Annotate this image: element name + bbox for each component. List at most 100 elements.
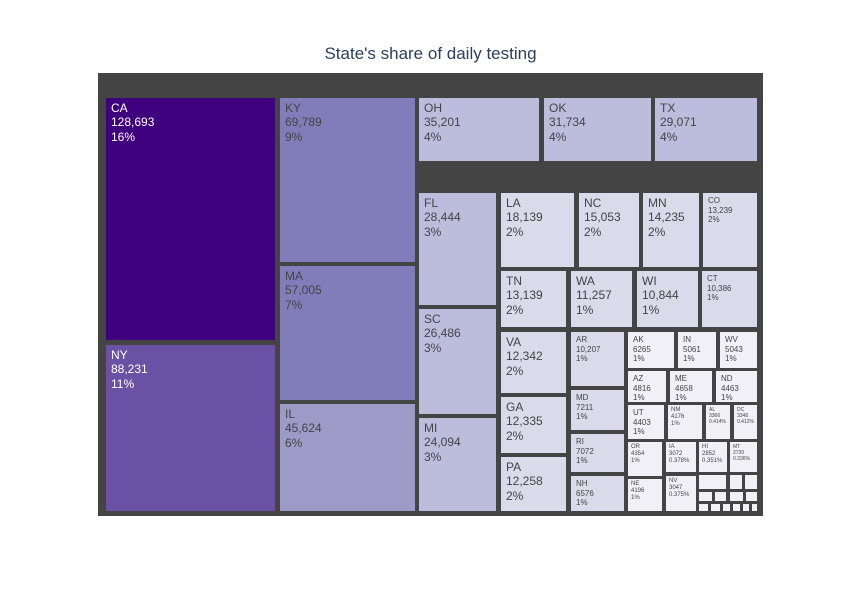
tile-state: IN (683, 335, 691, 344)
treemap: CA 128,693 16% NY 88,231 11% KY 69,789 9% MA 57,00… (98, 73, 763, 516)
treemap-tile-small[interactable] (711, 504, 720, 511)
treemap-tile-ak[interactable]: AK 6265 1% (628, 332, 674, 368)
tile-percent: 0.414% (709, 419, 726, 425)
treemap-tile-nh[interactable]: NH 6576 1% (571, 476, 624, 511)
treemap-tile-small[interactable] (715, 492, 726, 501)
tile-state: NH (576, 479, 588, 488)
tile-value: 4354 (631, 451, 645, 458)
tile-value: 11,257 (576, 288, 612, 303)
treemap-tile-az[interactable]: AZ 4816 1% (628, 371, 666, 402)
treemap-tile-ct[interactable]: CT 10,386 1% (702, 271, 757, 327)
treemap-tile-pa[interactable]: PA 12,258 2% (501, 457, 566, 511)
treemap-tile-small[interactable] (745, 475, 757, 489)
tile-value: 31,734 (549, 115, 586, 130)
tile-value: 24,094 (424, 435, 461, 450)
tile-label: ME 4658 1% (675, 374, 693, 402)
treemap-tile-wi[interactable]: WI 10,844 1% (637, 271, 698, 327)
treemap-tile-il[interactable]: IL 45,624 6% (280, 404, 415, 511)
treemap-tile-tn[interactable]: TN 13,139 2% (501, 271, 566, 327)
tile-label: TX 29,071 4% (660, 101, 697, 144)
treemap-tile-ca[interactable]: CA 128,693 16% (106, 98, 275, 340)
tile-value: 128,693 (111, 115, 155, 130)
treemap-tile-mn[interactable]: MN 14,235 2% (643, 193, 699, 267)
treemap-tile-small[interactable] (752, 504, 757, 511)
tile-percent: 1% (633, 354, 645, 364)
treemap-tile-small[interactable] (699, 504, 708, 511)
tile-percent: 2% (708, 215, 720, 225)
tile-value: 14,235 (648, 210, 685, 225)
tile-label: KY 69,789 9% (285, 101, 322, 144)
treemap-tile-nm[interactable]: NM 4176 1% (668, 405, 702, 439)
treemap-tile-ut[interactable]: UT 4403 1% (628, 405, 664, 439)
tile-value: 7072 (576, 446, 594, 456)
treemap-tile-small[interactable] (746, 492, 757, 501)
treemap-tile-ia[interactable]: IA 3072 0.378% (666, 442, 696, 472)
treemap-tile-sc[interactable]: SC 26,486 3% (419, 309, 496, 414)
tile-state: IA (669, 444, 675, 450)
treemap-tile-nv[interactable]: NV 3047 0.375% (666, 476, 696, 511)
treemap-tile-md[interactable]: MD 7211 1% (571, 390, 624, 430)
treemap-tile-ma[interactable]: MA 57,005 7% (280, 266, 415, 400)
tile-value: 10,386 (707, 283, 732, 293)
treemap-tile-or[interactable]: OR 4354 1% (628, 442, 662, 476)
tile-percent: 1% (576, 456, 588, 466)
treemap-tile-me[interactable]: ME 4658 1% (670, 371, 712, 402)
treemap-tile-dc[interactable]: DC 3348 0.412% (734, 405, 757, 439)
tile-label: VA 12,342 2% (506, 335, 543, 378)
tile-value: 4403 (633, 417, 651, 427)
treemap-tile-small[interactable] (699, 475, 726, 489)
treemap-tile-co[interactable]: CO 13,239 2% (703, 193, 757, 267)
tile-state: MT (733, 444, 741, 450)
tile-state: IL (285, 407, 296, 421)
treemap-tile-mt[interactable]: MT 2730 0.336% (730, 442, 757, 472)
tile-value: 3348 (737, 413, 749, 419)
treemap-tile-al[interactable]: AL 3366 0.414% (706, 405, 730, 439)
tile-value: 12,258 (506, 474, 543, 489)
tile-label: UT 4403 1% (633, 408, 651, 437)
treemap-tile-la[interactable]: LA 18,139 2% (501, 193, 574, 267)
tile-percent: 0.375% (669, 492, 690, 499)
tile-label: CO 13,239 2% (708, 196, 732, 225)
tile-state: CT (707, 274, 718, 283)
treemap-tile-small[interactable] (733, 504, 740, 511)
tile-state: GA (506, 400, 524, 414)
treemap-tile-small[interactable] (723, 504, 730, 511)
treemap-tile-ar[interactable]: AR 10,207 1% (571, 332, 624, 386)
treemap-tile-ga[interactable]: GA 12,335 2% (501, 397, 566, 453)
treemap-tile-tx[interactable]: TX 29,071 4% (655, 98, 757, 161)
tile-percent: 1% (683, 354, 695, 364)
treemap-tile-mi[interactable]: MI 24,094 3% (419, 418, 496, 511)
treemap-tile-fl[interactable]: FL 28,444 3% (419, 193, 496, 305)
tile-label: AZ 4816 1% (633, 374, 651, 402)
treemap-tile-ny[interactable]: NY 88,231 11% (106, 345, 275, 511)
treemap-tile-ri[interactable]: RI 7072 1% (571, 434, 624, 472)
tile-percent: 3% (424, 449, 442, 464)
tile-percent: 1% (576, 412, 588, 422)
treemap-tile-oh[interactable]: OH 35,201 4% (419, 98, 539, 161)
tile-value: 2730 (733, 450, 745, 456)
treemap-tile-va[interactable]: VA 12,342 2% (501, 332, 566, 393)
treemap-tile-ok[interactable]: OK 31,734 4% (544, 98, 651, 161)
tile-label: DC 3348 0.412% (737, 407, 754, 425)
tile-percent: 1% (675, 393, 687, 402)
treemap-tile-small[interactable] (730, 492, 743, 501)
tile-label: OR 4354 1% (631, 444, 644, 466)
tile-label: AL 3366 0.414% (709, 407, 726, 425)
tile-label: ND 4463 1% (721, 374, 739, 402)
tile-percent: 2% (648, 224, 666, 239)
treemap-tile-ky[interactable]: KY 69,789 9% (280, 98, 415, 262)
tile-value: 29,071 (660, 115, 697, 130)
tile-state: UT (633, 408, 644, 417)
treemap-tile-hi[interactable]: HI 2852 0.351% (699, 442, 727, 472)
treemap-tile-small[interactable] (699, 492, 712, 501)
treemap-tile-small[interactable] (730, 475, 742, 489)
tile-percent: 0.351% (702, 458, 723, 465)
treemap-tile-wa[interactable]: WA 11,257 1% (571, 271, 632, 327)
treemap-tile-nd[interactable]: ND 4463 1% (716, 371, 757, 402)
treemap-tile-ne[interactable]: NE 4196 1% (628, 479, 662, 511)
treemap-tile-in[interactable]: IN 5061 1% (678, 332, 716, 368)
treemap-tile-wv[interactable]: WV 5043 1% (720, 332, 757, 368)
treemap-tile-nc[interactable]: NC 15,053 2% (579, 193, 639, 267)
treemap-tile-small[interactable] (743, 504, 749, 511)
tile-state: WA (576, 274, 595, 288)
